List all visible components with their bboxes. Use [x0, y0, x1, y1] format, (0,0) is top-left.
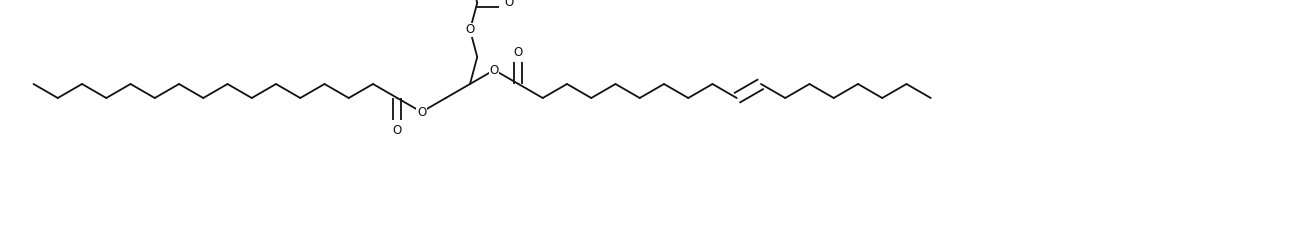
Text: O: O — [392, 123, 402, 137]
Text: O: O — [489, 64, 499, 77]
Text: O: O — [466, 23, 475, 36]
Text: O: O — [505, 0, 514, 9]
Text: O: O — [417, 106, 426, 118]
Text: O: O — [514, 46, 523, 58]
